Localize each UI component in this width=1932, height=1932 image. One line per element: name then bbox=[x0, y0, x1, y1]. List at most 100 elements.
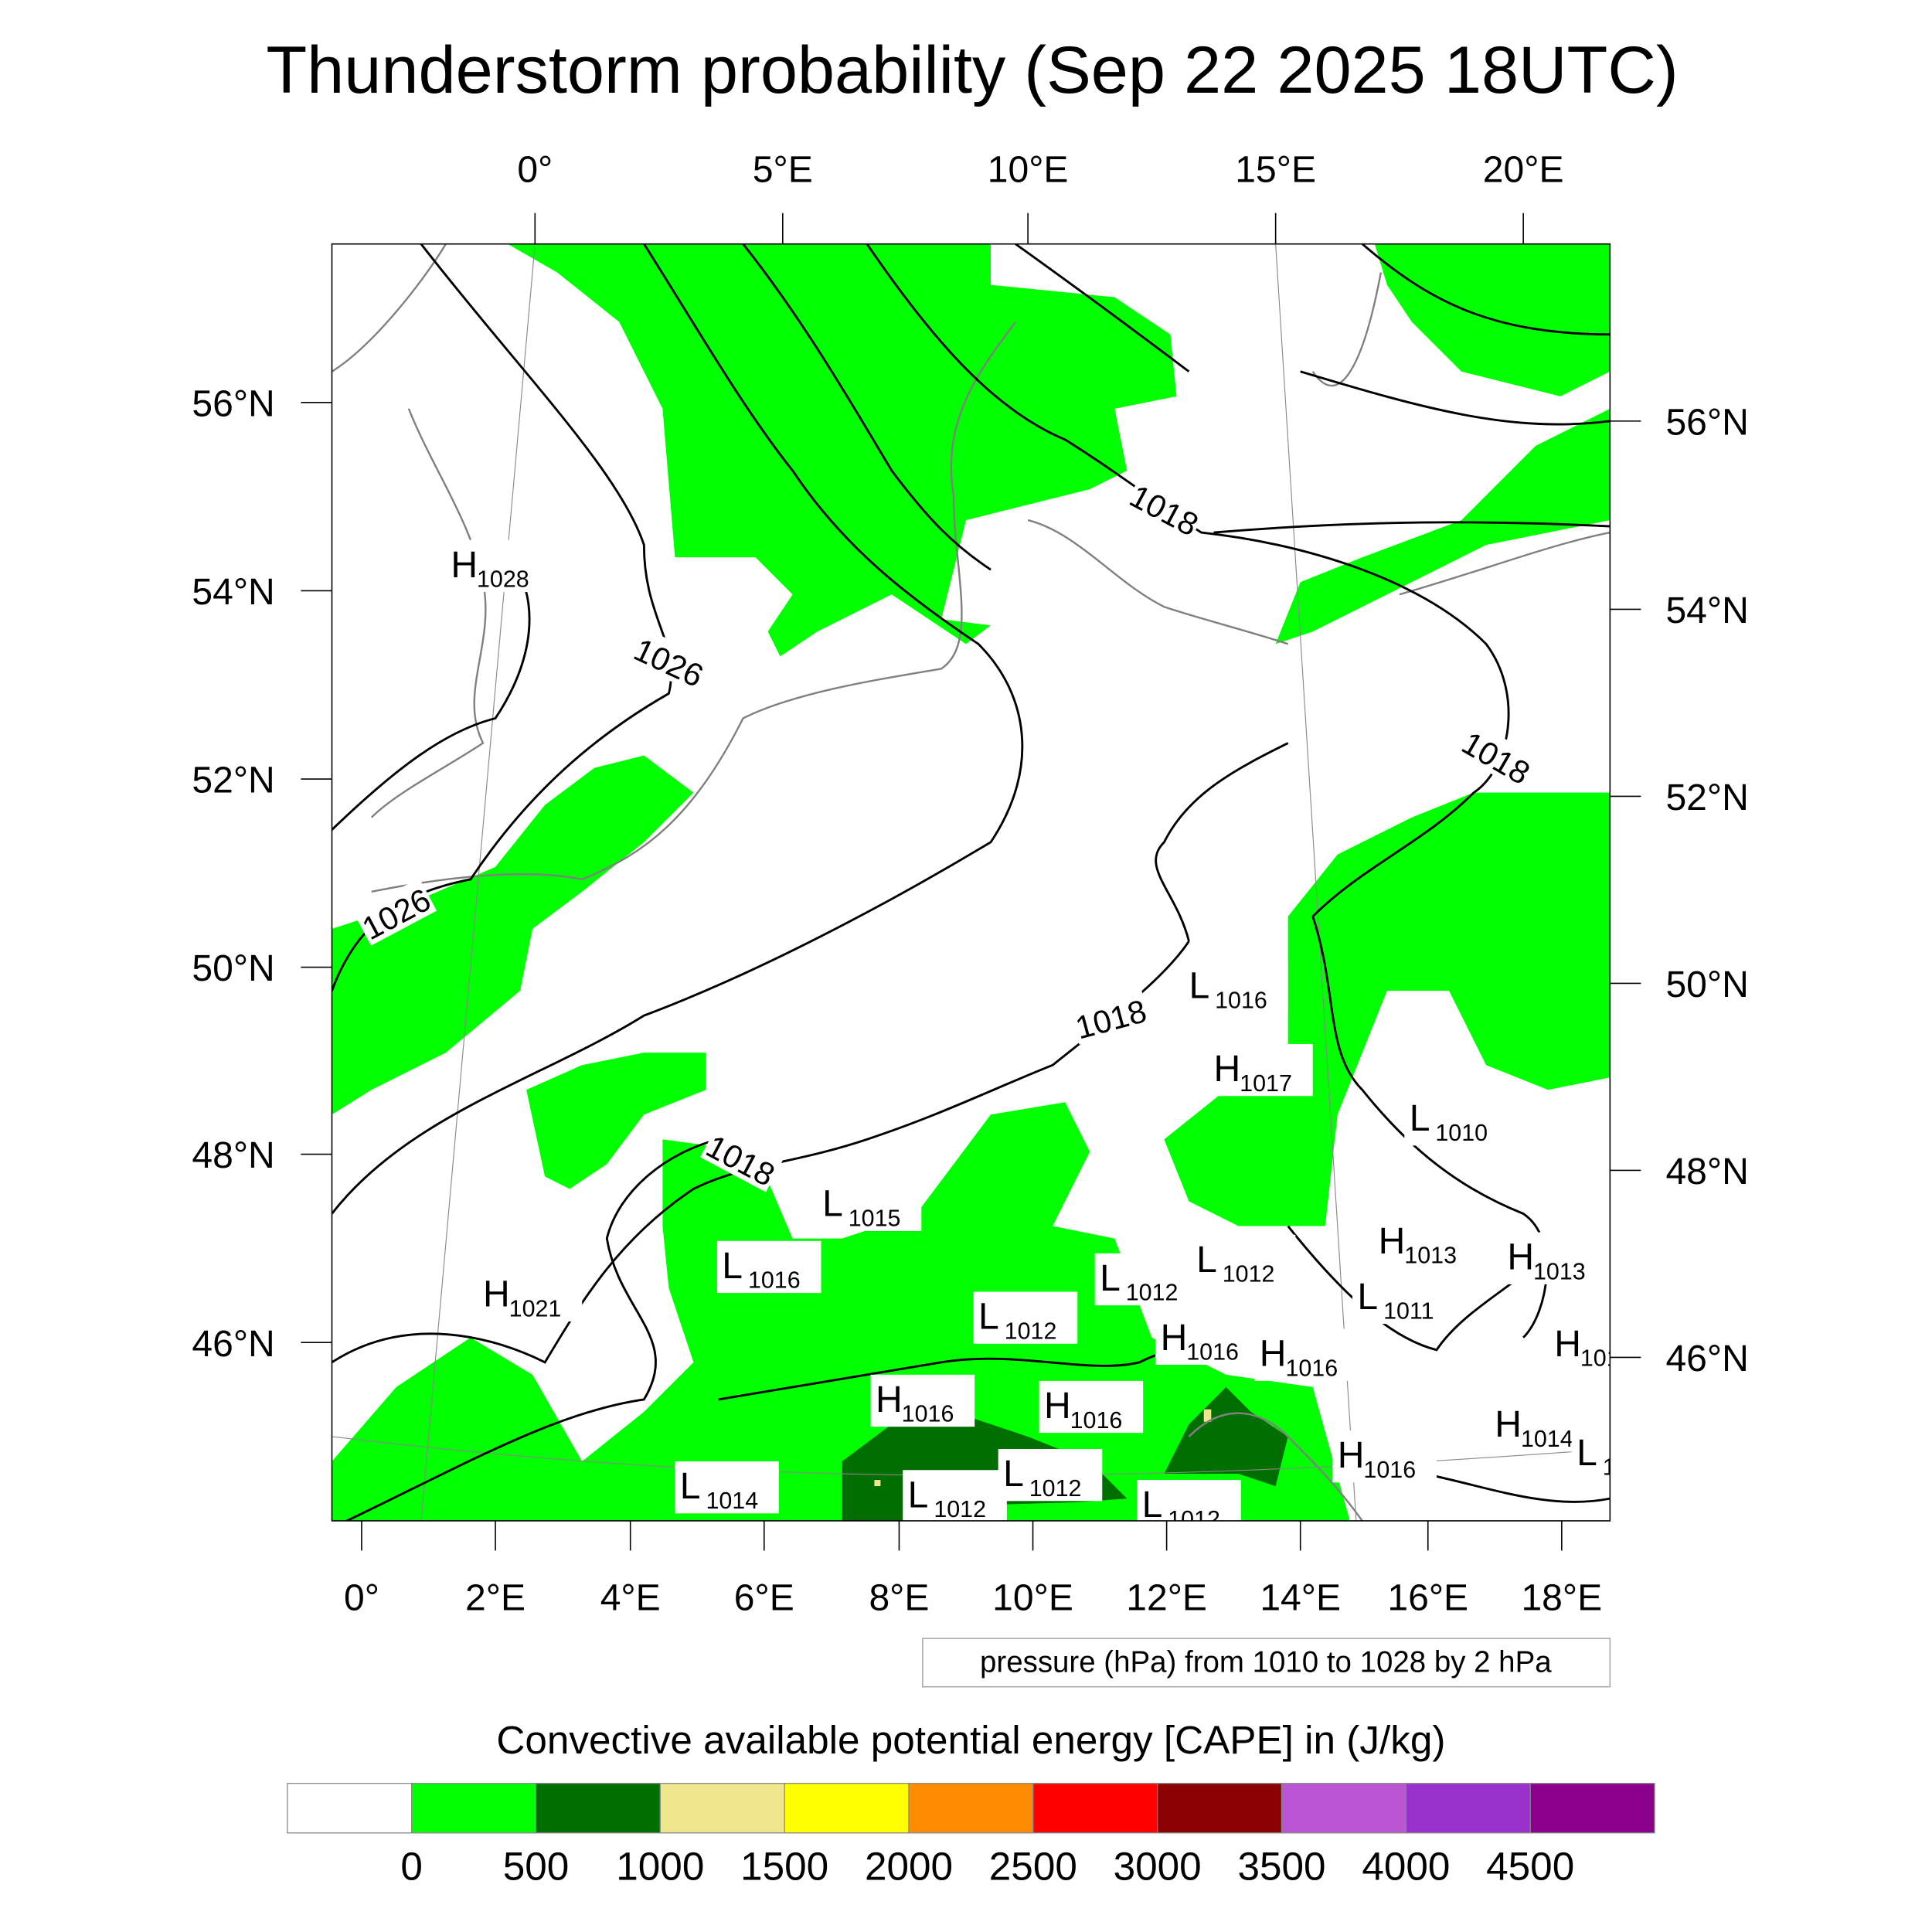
left-lat-label: 54°N bbox=[192, 571, 274, 613]
pressure-center-type: L bbox=[1189, 965, 1209, 1007]
pressure-center-type: L bbox=[1410, 1097, 1430, 1139]
low-pressure-center: L 1015 bbox=[817, 1179, 922, 1232]
top-lon-label: 15°E bbox=[1235, 149, 1316, 191]
pressure-center-value: 1016 bbox=[1070, 1407, 1123, 1434]
pressure-center-type: L bbox=[1577, 1432, 1597, 1474]
pressure-info-box: pressure (hPa) from 1010 to 1028 by 2 hP… bbox=[922, 1638, 1611, 1688]
colorbar-tick-label: 500 bbox=[503, 1845, 570, 1889]
right-lat-label: 56°N bbox=[1665, 402, 1748, 444]
pressure-center-value: 1016 bbox=[748, 1267, 801, 1294]
colorbar-tick-label: 1000 bbox=[616, 1845, 704, 1889]
colorbar-swatch bbox=[1405, 1783, 1531, 1834]
colorbar-swatch bbox=[1032, 1783, 1158, 1834]
colorbar-swatch bbox=[1281, 1783, 1406, 1834]
low-pressure-center: L 1012 bbox=[903, 1470, 1007, 1522]
coastlines bbox=[332, 243, 1611, 1521]
pressure-center-type: L bbox=[1196, 1239, 1217, 1281]
low-pressure-center: L 1012 bbox=[1094, 1253, 1199, 1306]
colorbar-tick-label: 3500 bbox=[1237, 1845, 1325, 1889]
pressure-center-value: 1013 bbox=[1404, 1243, 1457, 1269]
colorbar-tick-label: 2500 bbox=[989, 1845, 1077, 1889]
colorbar-title: Convective available potential energy [C… bbox=[496, 1718, 1445, 1762]
colorbar-swatch bbox=[784, 1783, 910, 1834]
pressure-center-type: H bbox=[1379, 1220, 1406, 1262]
cape-area-poland-band bbox=[1275, 408, 1611, 645]
pressure-center-value: 1 bbox=[1603, 1454, 1616, 1481]
colorbar-tick-label: 2000 bbox=[865, 1845, 953, 1889]
pressure-center-value: 1017 bbox=[1240, 1070, 1292, 1097]
axis-labels: 0° 5°E 10°E 15°E 20°E 0° 2°E 4°E 6°E 8°E 10°E 12°E 1… bbox=[192, 149, 1748, 1619]
pressure-center-value: 1013 bbox=[1533, 1258, 1586, 1284]
low-pressure-center: L 1012 bbox=[998, 1449, 1103, 1502]
map-title: Thunderstorm probability (Sep 22 2025 18… bbox=[266, 33, 1678, 107]
cape-area-high bbox=[1203, 1409, 1212, 1422]
pressure-center-type: H bbox=[1338, 1434, 1365, 1476]
pressure-center-type: L bbox=[822, 1183, 843, 1225]
left-lat-label: 56°N bbox=[192, 383, 274, 424]
pressure-center-type: L bbox=[1142, 1484, 1163, 1526]
colorbar-tick-label: 1500 bbox=[740, 1845, 828, 1889]
left-lat-label: 46°N bbox=[192, 1323, 274, 1365]
colorbar-swatch bbox=[659, 1783, 785, 1834]
pressure-center-value: 1016 bbox=[1285, 1355, 1338, 1381]
pressure-center-value: 1012 bbox=[1223, 1261, 1275, 1287]
cape-area-high bbox=[874, 1480, 881, 1487]
pressure-center-value: 1028 bbox=[477, 566, 529, 593]
colorbar-swatch bbox=[1157, 1783, 1283, 1834]
bottom-lon-label: 18°E bbox=[1521, 1577, 1602, 1618]
bottom-lon-label: 16°E bbox=[1387, 1577, 1468, 1618]
right-lat-label: 48°N bbox=[1665, 1151, 1748, 1192]
pressure-center-value: 1012 bbox=[1029, 1475, 1082, 1502]
cape-area-adriatic bbox=[1164, 1386, 1288, 1487]
pressure-center-value: 1016 bbox=[1215, 987, 1267, 1013]
pressure-center-type: H bbox=[483, 1274, 510, 1315]
contour-label: 1018 bbox=[1124, 474, 1207, 543]
pressure-center-value: 1014 bbox=[1521, 1426, 1573, 1452]
pressure-center-type: H bbox=[451, 544, 478, 586]
right-lat-label: 50°N bbox=[1665, 964, 1748, 1005]
colorbar-tick-label: 4000 bbox=[1362, 1845, 1450, 1889]
bottom-lon-label: 6°E bbox=[734, 1577, 794, 1618]
pressure-center-value: 1012 bbox=[934, 1496, 986, 1522]
colorbar-tick-label: 3000 bbox=[1114, 1845, 1202, 1889]
pressure-center-value: 1014 bbox=[706, 1488, 758, 1514]
low-pressure-center: L 1012 bbox=[1191, 1234, 1296, 1287]
low-pressure-center: L 1012 bbox=[1137, 1480, 1241, 1526]
pressure-center-value: 1011 bbox=[1383, 1298, 1434, 1325]
pressure-center-value: 1010 bbox=[1435, 1120, 1488, 1146]
right-lat-label: 46°N bbox=[1665, 1338, 1748, 1379]
pressure-center-type: H bbox=[876, 1379, 903, 1420]
left-lat-label: 52°N bbox=[192, 760, 274, 801]
pressure-center-value: 1015 bbox=[849, 1206, 901, 1232]
low-pressure-center: L 1014 bbox=[675, 1461, 780, 1514]
low-pressure-center: L 1010 bbox=[1404, 1094, 1509, 1146]
pressure-center-value: 1012 bbox=[1126, 1280, 1179, 1306]
bottom-lon-label: 8°E bbox=[869, 1577, 929, 1618]
bottom-lon-label: 2°E bbox=[465, 1577, 526, 1618]
top-lon-label: 10°E bbox=[988, 149, 1069, 191]
pressure-center-type: H bbox=[1044, 1385, 1071, 1427]
colorbar-swatch bbox=[535, 1783, 661, 1834]
low-pressure-center: L 1012 bbox=[973, 1291, 1078, 1344]
pressure-center-type: L bbox=[1100, 1257, 1121, 1299]
colorbar-swatch bbox=[908, 1783, 1034, 1834]
colorbar-tick-label: 0 bbox=[400, 1845, 423, 1889]
colorbar: 0 500 1000 1500 2000 2500 3000 3500 4000 4500 bbox=[287, 1783, 1655, 1889]
pressure-center-value: 1012 bbox=[1005, 1318, 1057, 1344]
pressure-center-type: H bbox=[1495, 1403, 1522, 1445]
pressure-center-type: H bbox=[1214, 1048, 1241, 1090]
map-frame bbox=[331, 243, 1611, 1522]
top-lon-label: 0° bbox=[517, 149, 553, 191]
pressure-center-value: 1016 bbox=[1186, 1339, 1239, 1366]
